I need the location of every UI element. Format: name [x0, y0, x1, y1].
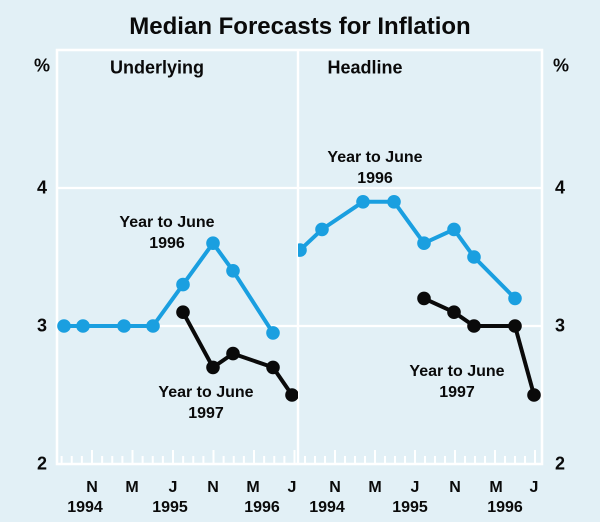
x-tick-label: N — [449, 479, 461, 496]
y-tick-label-left: 3 — [36, 315, 48, 336]
x-year-label: 1995 — [392, 499, 428, 516]
y-tick-label-left: 4 — [36, 177, 48, 198]
x-tick-label: N — [329, 479, 341, 496]
y-axis-unit-right: % — [552, 55, 570, 76]
y-axis-unit-left: % — [33, 55, 51, 76]
x-year-label: 1995 — [152, 499, 188, 516]
x-tick-label: J — [168, 479, 178, 496]
x-year-label: 1996 — [487, 499, 523, 516]
y-tick-label-right: 3 — [554, 315, 566, 336]
x-tick-label: N — [86, 479, 98, 496]
panel-title-underlying: Underlying — [109, 57, 205, 78]
annotation-line: 1996 — [357, 170, 393, 187]
annotation-line: 1997 — [188, 405, 224, 422]
x-tick-label: J — [410, 479, 420, 496]
panel-title-headline: Headline — [327, 57, 403, 78]
x-tick-label: J — [287, 479, 297, 496]
annotation-underlying-year-to-june-1996: Year to June 1996 — [119, 212, 214, 254]
annotation-headline-year-to-june-1997: Year to June 1997 — [409, 361, 504, 403]
annotation-line: Year to June — [409, 363, 505, 380]
x-tick-label: M — [368, 479, 382, 496]
x-year-label: 1996 — [244, 499, 280, 516]
annotation-headline-year-to-june-1996: Year to June 1996 — [327, 147, 422, 189]
x-tick-label: M — [246, 479, 260, 496]
annotation-line: 1996 — [149, 235, 185, 252]
x-tick-label: J — [529, 479, 539, 496]
annotation-line: 1997 — [439, 384, 475, 401]
x-tick-label: M — [489, 479, 503, 496]
annotation-line: Year to June — [119, 214, 215, 231]
annotation-line: Year to June — [158, 384, 254, 401]
y-tick-label-right: 2 — [554, 453, 566, 474]
annotation-line: Year to June — [327, 149, 423, 166]
y-tick-label-left: 2 — [36, 453, 48, 474]
x-tick-label: M — [125, 479, 139, 496]
x-year-label: 1994 — [309, 499, 345, 516]
y-tick-label-right: 4 — [554, 177, 566, 198]
x-tick-label: N — [207, 479, 219, 496]
x-year-label: 1994 — [67, 499, 103, 516]
chart-title: Median Forecasts for Inflation — [129, 13, 471, 40]
annotation-underlying-year-to-june-1997: Year to June 1997 — [158, 382, 253, 424]
